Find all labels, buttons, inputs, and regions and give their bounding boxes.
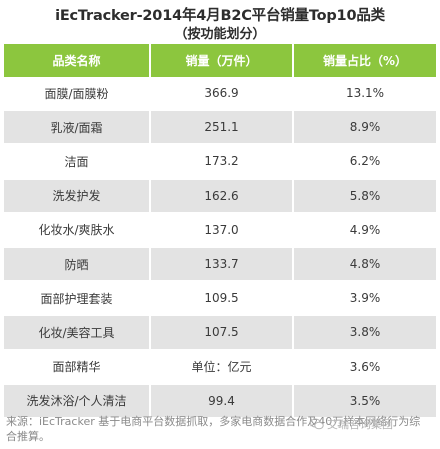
- share-cell: 8.9%: [293, 110, 436, 146]
- share-cell: 4.9%: [293, 212, 436, 248]
- sales-cell: 137.0: [150, 212, 294, 248]
- category-cell: 洗发沐浴/个人清洁: [4, 383, 151, 419]
- sales-cell: 107.5: [150, 315, 294, 351]
- share-cell: 3.9%: [293, 281, 436, 317]
- share-cell: 3.6%: [293, 349, 436, 385]
- page-title: iEcTracker-2014年4月B2C平台销量Top10品类: [55, 8, 385, 24]
- header-sales: 销量（万件）: [150, 44, 294, 77]
- category-cell: 洁面: [4, 144, 151, 180]
- header-share: 销量占比（%）: [293, 44, 436, 77]
- table-row: 洗发护发 162.6 5.8%: [4, 178, 436, 214]
- category-cell: 化妆/美容工具: [4, 315, 151, 351]
- share-cell: 13.1%: [293, 77, 436, 112]
- sales-cell: 366.9: [150, 77, 294, 112]
- table-row: 面部精华 单位：亿元 3.6%: [4, 349, 436, 385]
- table-row: 面膜/面膜粉 366.9 13.1%: [4, 77, 436, 112]
- share-cell: 6.2%: [293, 144, 436, 180]
- table-row: 化妆/美容工具 107.5 3.8%: [4, 315, 436, 351]
- sales-cell: 99.4: [150, 383, 294, 419]
- table-row: 面部护理套装 109.5 3.9%: [4, 281, 436, 317]
- share-cell: 3.8%: [293, 315, 436, 351]
- page-subtitle: （按功能划分）: [174, 27, 266, 42]
- sales-cell: 133.7: [150, 246, 294, 283]
- category-cell: 洗发护发: [4, 178, 151, 214]
- wechat-icon: [310, 418, 324, 430]
- table-row: 化妆水/爽肤水 137.0 4.9%: [4, 212, 436, 248]
- share-cell: 3.5%: [293, 383, 436, 419]
- sales-cell: 109.5: [150, 281, 294, 317]
- sales-table: 品类名称 销量（万件） 销量占比（%） 面膜/面膜粉 366.9 13.1% 乳…: [4, 44, 436, 419]
- category-cell: 面部护理套装: [4, 281, 151, 317]
- sales-cell: 173.2: [150, 144, 294, 180]
- category-cell: 防晒: [4, 246, 151, 283]
- sales-cell: 162.6: [150, 178, 294, 214]
- table-header-row: 品类名称 销量（万件） 销量占比（%）: [4, 44, 436, 77]
- table-row: 洁面 173.2 6.2%: [4, 144, 436, 180]
- table-row: 洗发沐浴/个人清洁 99.4 3.5%: [4, 383, 436, 419]
- sales-cell: 251.1: [150, 110, 294, 146]
- category-cell: 乳液/面霜: [4, 110, 151, 146]
- category-cell: 面膜/面膜粉: [4, 77, 151, 112]
- table-row: 乳液/面霜 251.1 8.9%: [4, 110, 436, 146]
- category-cell: 面部精华: [4, 349, 151, 385]
- header-category: 品类名称: [4, 44, 151, 77]
- table-row: 防晒 133.7 4.8%: [4, 246, 436, 283]
- share-cell: 4.8%: [293, 246, 436, 283]
- watermark-text: 艾瑞咨询集团: [327, 418, 393, 431]
- watermark: 艾瑞咨询集团: [310, 416, 393, 432]
- share-cell: 5.8%: [293, 178, 436, 214]
- category-cell: 化妆水/爽肤水: [4, 212, 151, 248]
- sales-cell: 单位：亿元: [150, 349, 294, 385]
